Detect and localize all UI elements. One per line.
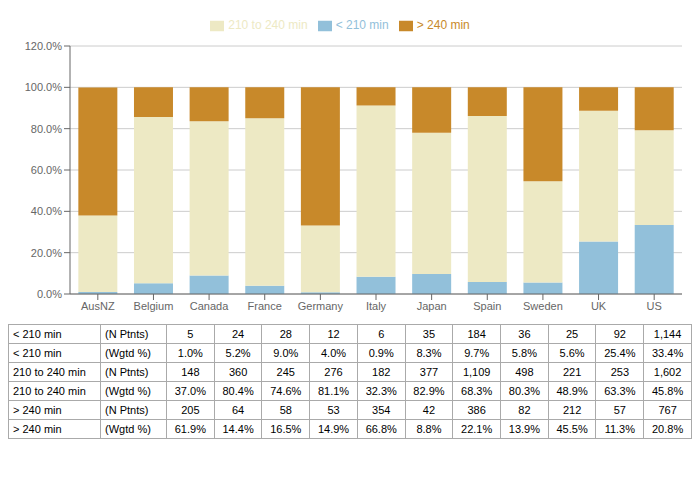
html-text:64: 64 [232, 404, 245, 416]
html-text:386: 386 [467, 404, 486, 416]
html-text:74.6%: 74.6% [270, 385, 302, 397]
svg-text:UK: UK [591, 300, 607, 312]
html-text:212: 212 [562, 404, 582, 416]
html-text:68.3%: 68.3% [461, 385, 493, 397]
html-text:28: 28 [279, 328, 292, 340]
svg-text:0.0%: 0.0% [37, 288, 62, 300]
svg-text:60.0%: 60.0% [31, 164, 62, 176]
html-text:57: 57 [613, 404, 626, 416]
svg-text:100.0%: 100.0% [25, 81, 63, 93]
html-text:221: 221 [562, 366, 582, 378]
svg-text:Germany: Germany [298, 300, 344, 312]
html-text:25: 25 [566, 328, 579, 340]
html-text:61.9%: 61.9% [174, 423, 206, 435]
html-text:360: 360 [228, 366, 248, 378]
svg-text:Japan: Japan [417, 300, 447, 312]
html-text:9.0%: 9.0% [273, 347, 299, 359]
html-text:4.0%: 4.0% [321, 347, 346, 359]
html-text:210 to 240 min: 210 to 240 min [13, 385, 86, 397]
html-text:210 to 240 min: 210 to 240 min [13, 366, 86, 378]
html-text:> 240 min: > 240 min [13, 423, 62, 435]
html-text:48.9%: 48.9% [556, 385, 588, 397]
html-text:92: 92 [613, 328, 626, 340]
html-text:33.4%: 33.4% [652, 347, 684, 359]
svg-text:Italy: Italy [366, 300, 387, 312]
html-text:66.8%: 66.8% [365, 423, 397, 435]
html-text:5.2%: 5.2% [225, 347, 251, 359]
html-text:< 210 min: < 210 min [13, 328, 62, 340]
html-text:5.8%: 5.8% [511, 347, 537, 359]
svg-text:Spain: Spain [473, 300, 501, 312]
svg-text:Sweden: Sweden [523, 300, 563, 312]
html-text:45.8%: 45.8% [652, 385, 684, 397]
svg-text:AusNZ: AusNZ [81, 300, 115, 312]
html-text:13.9%: 13.9% [508, 423, 540, 435]
html-text:184: 184 [467, 328, 486, 340]
html-text:1,109: 1,109 [462, 366, 491, 378]
html-text:> 240 min: > 240 min [416, 18, 470, 32]
html-text:(Wgtd %): (Wgtd %) [105, 423, 151, 435]
html-text:1,602: 1,602 [653, 366, 682, 378]
html-text:25.4%: 25.4% [604, 347, 636, 359]
html-text:354: 354 [372, 404, 391, 416]
html-text:> 240 min: > 240 min [13, 404, 62, 416]
svg-text:120.0%: 120.0% [25, 40, 63, 52]
html-text:< 210 min: < 210 min [13, 347, 62, 359]
svg-text:40.0%: 40.0% [31, 205, 62, 217]
html-text:245: 245 [276, 366, 295, 378]
svg-text:France: France [248, 300, 282, 312]
svg-text:Belgium: Belgium [134, 300, 174, 312]
html-text:24: 24 [232, 328, 245, 340]
html-text:9.7%: 9.7% [464, 347, 490, 359]
html-text:377: 377 [419, 366, 439, 378]
html-text:(Wgtd %): (Wgtd %) [105, 347, 151, 359]
html-text:81.1%: 81.1% [317, 385, 350, 397]
html-text:32.3%: 32.3% [365, 385, 397, 397]
svg-text:20.0%: 20.0% [31, 247, 62, 259]
html-text:58: 58 [279, 404, 292, 416]
html-text:20.8%: 20.8% [652, 423, 684, 435]
html-text:(N Ptnts): (N Ptnts) [105, 366, 149, 378]
html-text:498: 498 [515, 366, 534, 378]
html-text:82.9%: 82.9% [413, 385, 445, 397]
html-text:36: 36 [518, 328, 531, 340]
html-text:205: 205 [181, 404, 200, 416]
html-text:5.6%: 5.6% [559, 347, 585, 359]
svg-text:US: US [647, 300, 662, 312]
html-text:182: 182 [372, 366, 391, 378]
html-text:253: 253 [610, 366, 629, 378]
html-text:11.3%: 11.3% [604, 423, 635, 435]
html-text:63.3%: 63.3% [604, 385, 636, 397]
html-text:148: 148 [181, 366, 200, 378]
html-text:8.8%: 8.8% [416, 423, 442, 435]
html-text:37.0%: 37.0% [174, 385, 206, 397]
html-text:6: 6 [378, 328, 385, 340]
html-text:1.0%: 1.0% [177, 347, 203, 359]
html-text:22.1%: 22.1% [461, 423, 493, 435]
html-text:1,144: 1,144 [653, 328, 682, 340]
html-text:(N Ptnts): (N Ptnts) [105, 404, 149, 416]
html-text:(Wgtd %): (Wgtd %) [105, 385, 151, 397]
html-text:276: 276 [324, 366, 343, 378]
html-text:(N Ptnts): (N Ptnts) [105, 328, 149, 340]
html-text:< 210 min: < 210 min [335, 18, 389, 32]
html-text:12: 12 [327, 328, 340, 340]
html-text:16.5%: 16.5% [270, 423, 302, 435]
html-text:14.9%: 14.9% [317, 423, 350, 435]
html-text:35: 35 [422, 328, 436, 340]
html-text:8.3%: 8.3% [416, 347, 442, 359]
html-text:14.4%: 14.4% [222, 423, 254, 435]
html-text:767: 767 [658, 404, 677, 416]
html-text:80.4%: 80.4% [222, 385, 254, 397]
svg-text:80.0%: 80.0% [31, 123, 62, 135]
svg-text:Canada: Canada [190, 300, 229, 312]
html-text:0.9%: 0.9% [368, 347, 394, 359]
html-text:210 to 240 min: 210 to 240 min [228, 18, 308, 32]
html-text:45.5%: 45.5% [556, 423, 588, 435]
html-text:5: 5 [187, 328, 194, 340]
html-text:82: 82 [518, 404, 531, 416]
html-text:80.3%: 80.3% [508, 385, 540, 397]
html-text:42: 42 [422, 404, 436, 416]
html-text:53: 53 [327, 404, 340, 416]
